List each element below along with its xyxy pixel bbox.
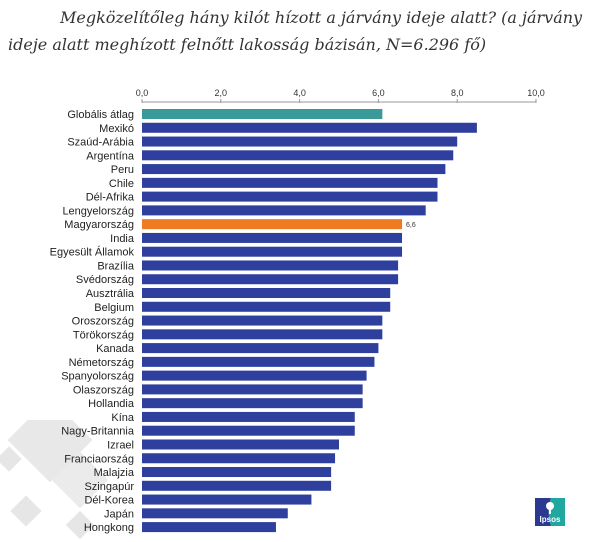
category-label: Magyarország: [64, 219, 134, 231]
category-label: Franciaország: [64, 453, 134, 465]
category-label: Hollandia: [88, 398, 135, 410]
x-tick-label: 4,0: [293, 88, 306, 98]
bar-10: [142, 246, 403, 257]
bar-11: [142, 260, 399, 271]
x-axis: 0,0 2,0 4,0 6,0 8,0 10,0: [136, 88, 545, 103]
bar-24: [142, 439, 339, 450]
chart-title: Megközelítőleg hány kilót hízott a járvá…: [0, 4, 600, 58]
category-label: Lengyelország: [62, 205, 134, 217]
category-label: Szaúd-Arábia: [67, 137, 135, 149]
category-label: Globális átlag: [67, 109, 134, 121]
bar-15: [142, 315, 383, 326]
x-tick-label: 10,0: [527, 88, 545, 98]
bar-22: [142, 411, 355, 422]
category-label: Mexikó: [99, 123, 134, 135]
bars: [142, 109, 477, 533]
category-label: Izrael: [107, 439, 134, 451]
ipsos-logo: Ipsos: [535, 498, 565, 526]
bar-5: [142, 177, 438, 188]
category-label: Olaszország: [73, 384, 134, 396]
bar-6: [142, 191, 438, 202]
bar-21: [142, 398, 363, 409]
bar-25: [142, 453, 336, 464]
bar-23: [142, 425, 355, 436]
bar-26: [142, 467, 332, 478]
x-tick-label: 2,0: [215, 88, 228, 98]
bar-7: [142, 205, 426, 216]
x-tick-label: 8,0: [451, 88, 464, 98]
bar-1: [142, 122, 477, 133]
bar-14: [142, 301, 391, 312]
data-label: 6,6: [406, 222, 416, 229]
bar-29: [142, 508, 288, 519]
category-label: India: [110, 233, 135, 245]
category-label: Dél-Korea: [84, 495, 134, 507]
watermark-decoration: [0, 420, 109, 540]
category-label: Svédország: [76, 274, 134, 286]
bar-8: [142, 219, 403, 230]
bar-27: [142, 480, 332, 491]
bar-3: [142, 150, 454, 161]
bar-9: [142, 232, 403, 243]
category-labels: Globális átlag Mexikó Szaúd-ArábiaArgentín…: [50, 109, 135, 534]
x-tick-label: 0,0: [136, 88, 149, 98]
bar-4: [142, 164, 446, 175]
category-label: Malajzia: [94, 467, 135, 479]
bar-17: [142, 343, 379, 354]
category-label: Belgium: [94, 302, 134, 314]
category-label: Dél-Afrika: [86, 192, 135, 204]
bar-19: [142, 370, 367, 381]
bar-16: [142, 329, 383, 340]
category-label: Kanada: [96, 343, 135, 355]
bar-20: [142, 384, 363, 395]
category-label: Hongkong: [84, 522, 134, 534]
bar-2: [142, 136, 458, 147]
category-label: Chile: [109, 178, 134, 190]
bar-30: [142, 522, 276, 533]
chart-title-line-2: ideje alatt meghízott felnőtt lakosság b…: [8, 35, 487, 54]
data-labels: 6,6: [406, 222, 416, 229]
bar-13: [142, 288, 391, 299]
category-label: Nagy-Britannia: [61, 426, 135, 438]
logo-head-shape: [546, 502, 554, 510]
category-label: Egyesült Államok: [50, 246, 135, 259]
logo-text: Ipsos: [540, 515, 561, 524]
bar-12: [142, 274, 399, 285]
category-label: Peru: [111, 164, 134, 176]
category-label: Brazília: [97, 260, 135, 272]
bar-0: [142, 109, 383, 119]
category-label: Spanyolország: [61, 371, 134, 383]
bar-18: [142, 356, 375, 367]
category-label: Argentína: [86, 150, 135, 162]
category-label: Ausztrália: [86, 288, 135, 300]
category-label: Oroszország: [72, 316, 134, 328]
category-label: Kína: [111, 412, 135, 424]
category-label: Szingapúr: [84, 481, 134, 493]
bar-28: [142, 494, 312, 505]
x-tick-label: 6,0: [372, 88, 385, 98]
category-label: Németország: [69, 357, 134, 369]
category-label: Törökország: [73, 329, 134, 341]
category-label: Japán: [104, 508, 134, 520]
chart-title-line-1: Megközelítőleg hány kilót hízott a járvá…: [60, 8, 583, 27]
